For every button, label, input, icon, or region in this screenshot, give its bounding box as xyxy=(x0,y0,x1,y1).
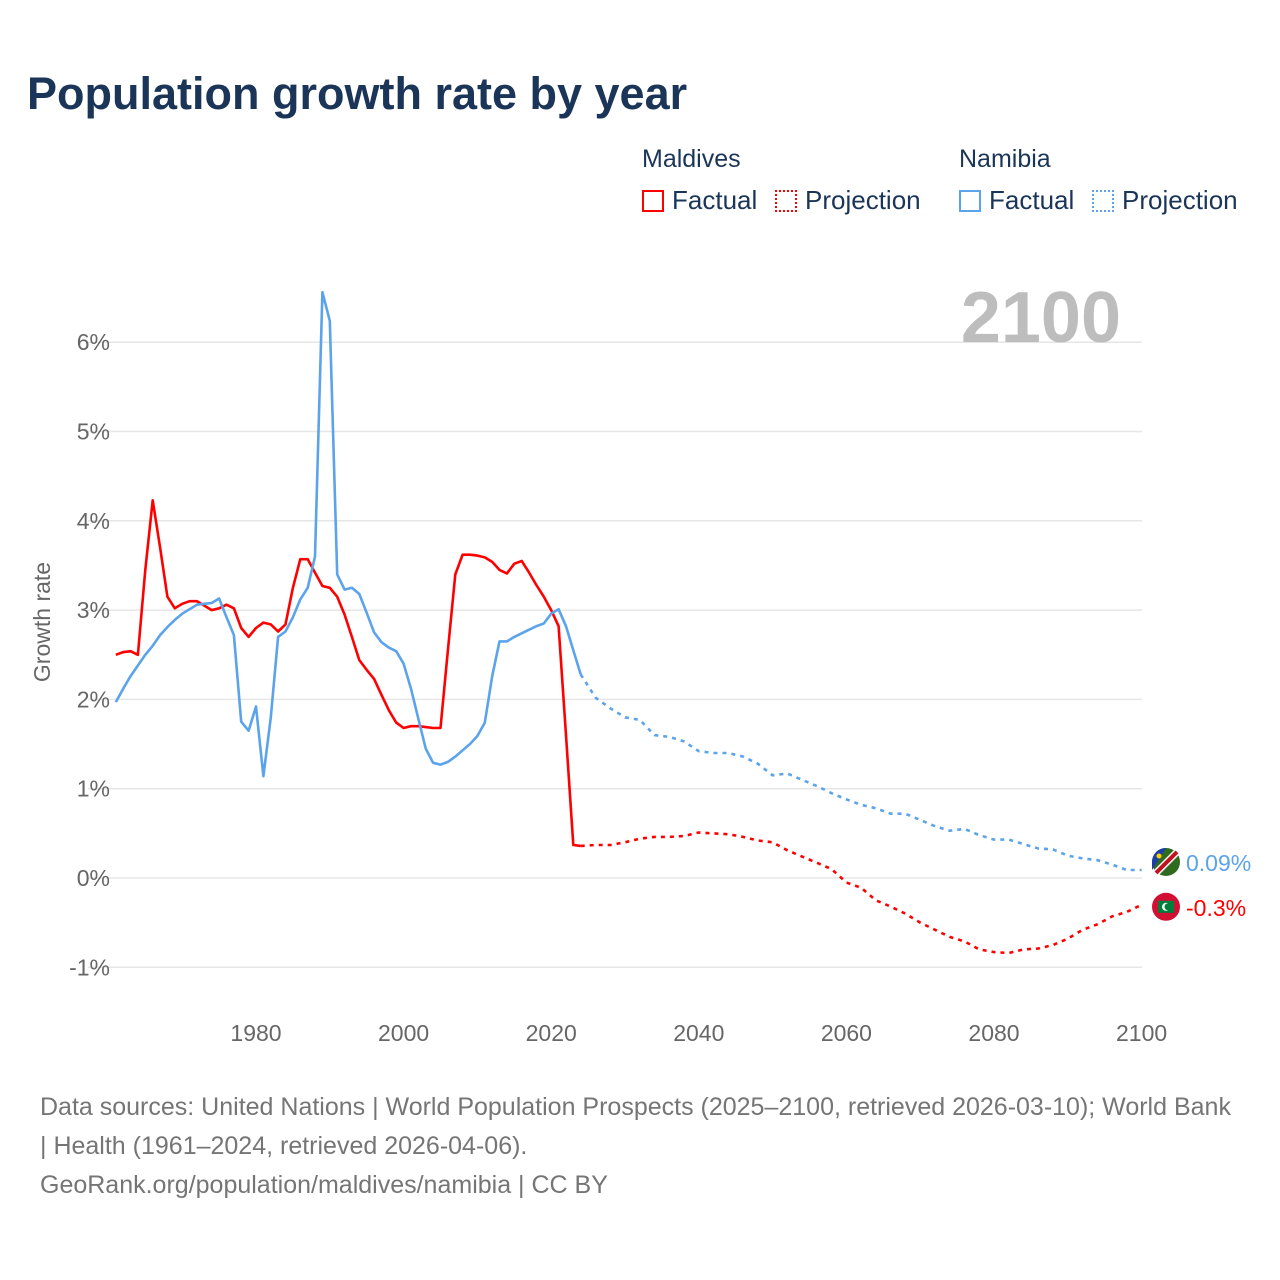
x-tick-label: 2100 xyxy=(1116,1020,1167,1046)
legend-country-namibia: Namibia xyxy=(959,145,1051,173)
y-tick-label: 2% xyxy=(77,686,110,712)
legend-swatch-dotted xyxy=(1092,189,1114,212)
y-tick-label: 5% xyxy=(77,419,110,445)
legend-swatch-solid xyxy=(959,189,981,212)
legend-maldives-factual[interactable]: Factual xyxy=(642,185,757,216)
x-tick-label: 2060 xyxy=(821,1020,872,1046)
y-tick-label: 3% xyxy=(77,597,110,623)
legend-maldives-projection[interactable]: Projection xyxy=(775,185,921,216)
legend-label: Factual xyxy=(989,185,1075,215)
namibia-factual-line xyxy=(114,290,582,778)
namibia-projection-line xyxy=(579,673,1142,872)
y-tick-label: 0% xyxy=(77,865,110,891)
footer: Data sources: United Nations | World Pop… xyxy=(40,1088,1240,1205)
maldives-flag-icon xyxy=(1152,892,1180,921)
flag-sun xyxy=(1156,853,1162,859)
maldives-projection-line xyxy=(580,831,1143,955)
y-tick-label: 1% xyxy=(77,776,110,802)
namibia-end-label: 0.09% xyxy=(1186,850,1251,876)
flag-band-red xyxy=(1154,850,1179,875)
legend-label: Factual xyxy=(672,185,758,215)
legend-label: Projection xyxy=(1122,185,1238,215)
maldives-end-label: -0.3% xyxy=(1186,895,1246,921)
flag-crescent-cut xyxy=(1164,903,1172,911)
legend-namibia-factual[interactable]: Factual xyxy=(959,185,1074,216)
flag-blue xyxy=(1152,847,1166,870)
maldives-factual-line xyxy=(115,498,581,848)
x-tick-label: 1980 xyxy=(230,1020,281,1046)
y-axis-label: Growth rate xyxy=(29,562,55,682)
x-tick-label: 2080 xyxy=(968,1020,1019,1046)
source-link[interactable]: GeoRank.org/population/maldives/namibia … xyxy=(40,1171,608,1199)
x-tick-label: 2000 xyxy=(378,1020,429,1046)
y-tick-label: -1% xyxy=(69,954,110,980)
legend-swatch-dotted xyxy=(775,189,797,212)
legend-namibia-projection[interactable]: Projection xyxy=(1092,185,1238,216)
data-sources: Data sources: United Nations | World Pop… xyxy=(40,1093,1231,1160)
x-tick-label: 2040 xyxy=(673,1020,724,1046)
year-display: 2100 xyxy=(961,278,1121,358)
legend-swatch-solid xyxy=(642,189,664,212)
chart-title: Population growth rate by year xyxy=(27,68,688,119)
x-tick-label: 2020 xyxy=(526,1020,577,1046)
y-tick-label: 4% xyxy=(77,508,110,534)
legend-country-maldives: Maldives xyxy=(642,145,741,173)
legend-label: Projection xyxy=(805,185,921,215)
y-tick-label: 6% xyxy=(77,329,110,355)
namibia-flag-icon xyxy=(1152,847,1180,876)
